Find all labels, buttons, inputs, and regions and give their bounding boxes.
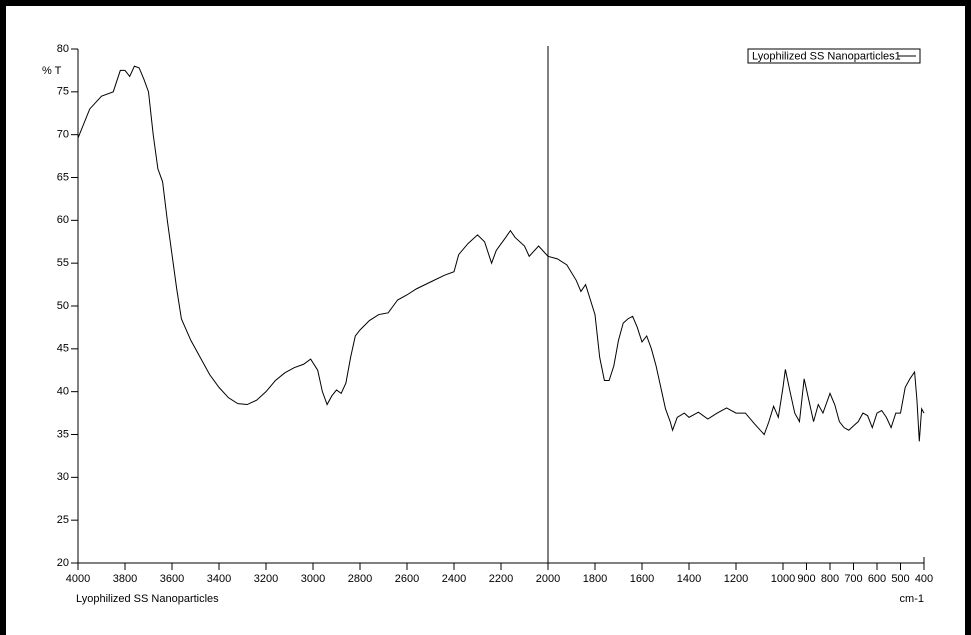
x-tick-label: 2800 <box>348 573 372 585</box>
y-tick-label: 80 <box>57 43 69 55</box>
y-tick-label: 30 <box>57 471 69 483</box>
legend-box <box>747 48 921 64</box>
y-tick-label: 65 <box>57 171 69 183</box>
x-tick-label: 2200 <box>489 573 513 585</box>
y-tick-label: 40 <box>57 386 69 398</box>
x-tick-label: 1600 <box>630 573 654 585</box>
x-tick-label: 1800 <box>583 573 607 585</box>
y-tick-label: 25 <box>57 514 69 526</box>
x-tick-label: 1200 <box>724 573 748 585</box>
x-tick-label: 800 <box>821 573 839 585</box>
x-axis-label: cm-1 <box>900 593 924 605</box>
y-tick-label: 75 <box>57 86 69 98</box>
spectrum-line <box>77 65 925 442</box>
y-tick-label: 50 <box>57 300 69 312</box>
y-tick-label: 35 <box>57 428 69 440</box>
x-tick-label: 3000 <box>301 573 325 585</box>
y-tick-label: 55 <box>57 257 69 269</box>
x-tick-label: 400 <box>915 573 933 585</box>
x-tick-label: 500 <box>891 573 909 585</box>
x-tick-label: 700 <box>844 573 862 585</box>
x-tick-label: 3200 <box>254 573 278 585</box>
y-tick-label: 70 <box>57 129 69 141</box>
x-tick-label: 900 <box>797 573 815 585</box>
x-tick-label: 4000 <box>66 573 90 585</box>
x-tick-label: 2000 <box>536 573 560 585</box>
x-tick-label: 3800 <box>113 573 137 585</box>
x-tick-label: 1400 <box>677 573 701 585</box>
x-tick-label: 2400 <box>442 573 466 585</box>
x-tick-label: 3400 <box>207 573 231 585</box>
y-tick-label: 45 <box>57 343 69 355</box>
x-tick-label: 3600 <box>160 573 184 585</box>
y-tick-label: 60 <box>57 214 69 226</box>
y-axis-label: % T <box>42 65 62 77</box>
x-tick-label: 2600 <box>395 573 419 585</box>
legend-label: Lyophilized SS Nanoparticles1 <box>752 50 901 62</box>
x-tick-label: 1000 <box>771 573 795 585</box>
y-tick-label: 20 <box>57 557 69 569</box>
caption: Lyophilized SS Nanoparticles <box>76 593 219 605</box>
x-tick-label: 600 <box>868 573 886 585</box>
